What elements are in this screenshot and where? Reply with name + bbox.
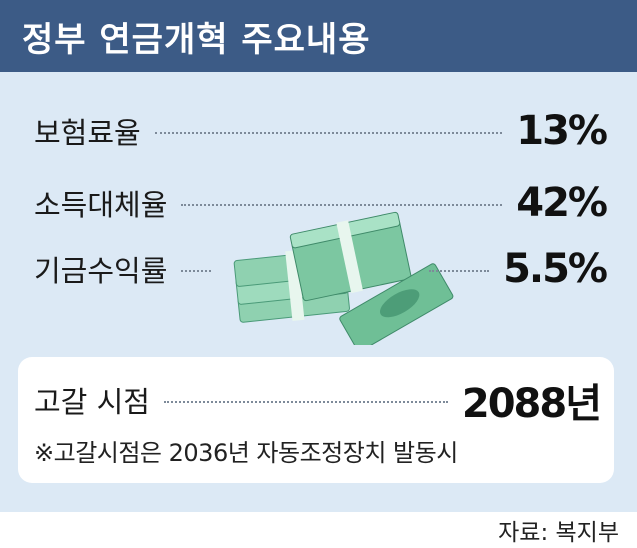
source: 자료: 복지부 <box>498 520 619 546</box>
item-value: 5.5% <box>503 246 608 292</box>
item-row: 소득대체율 42% <box>34 178 608 228</box>
item-value: 13% <box>516 108 608 154</box>
item-label: 보험료율 <box>34 116 141 150</box>
depletion-row: 고갈 시점 2088년 <box>34 375 602 427</box>
leader-dots <box>163 401 448 403</box>
leader-dots <box>154 132 503 134</box>
item-row: 보험료율 13% <box>34 106 608 156</box>
item-label: 소득대체율 <box>34 188 168 222</box>
depletion-value: 2088년 <box>461 381 602 427</box>
depletion-note: ※고갈시점은 2036년 자동조정장치 발동시 <box>34 439 458 467</box>
item-row: 기금수익률 5.5% <box>34 244 608 294</box>
leader-dots <box>429 270 490 272</box>
depletion-box: 고갈 시점 2088년 ※고갈시점은 2036년 자동조정장치 발동시 <box>18 357 614 483</box>
item-value: 42% <box>516 180 608 226</box>
header: 정부 연금개혁 주요내용 <box>0 0 637 72</box>
leader-dots <box>181 270 212 272</box>
title: 정부 연금개혁 주요내용 <box>22 20 371 60</box>
depletion-label: 고갈 시점 <box>34 385 150 419</box>
item-label: 기금수익률 <box>34 254 168 288</box>
money-illustration <box>233 211 454 345</box>
leader-dots <box>181 204 503 206</box>
